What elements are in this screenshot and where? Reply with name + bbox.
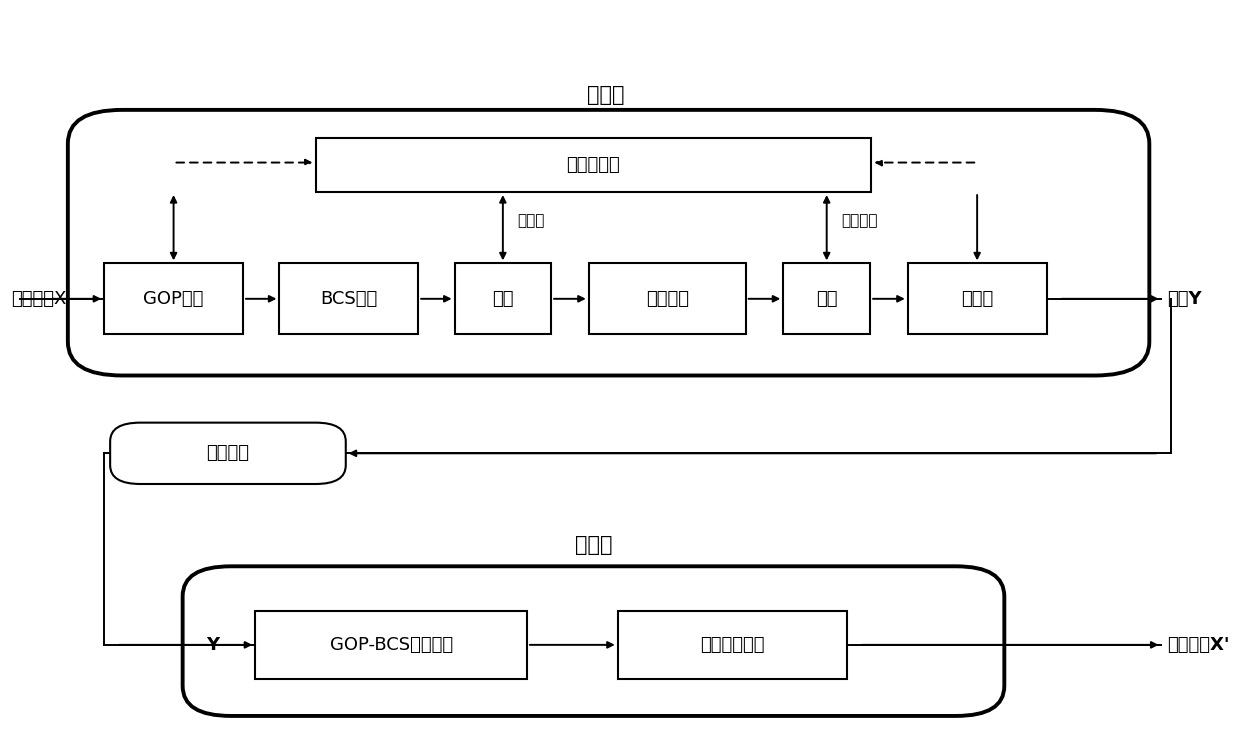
Text: 码流Y: 码流Y — [1167, 290, 1202, 308]
Bar — [279, 264, 418, 334]
Text: 量化: 量化 — [816, 290, 837, 308]
Bar — [908, 264, 1047, 334]
Bar — [618, 611, 847, 679]
FancyBboxPatch shape — [182, 566, 1004, 716]
Text: 残差预测重构: 残差预测重构 — [701, 636, 765, 654]
FancyBboxPatch shape — [68, 110, 1149, 376]
Text: GOP-BCS架构分析: GOP-BCS架构分析 — [330, 636, 453, 654]
Bar — [455, 264, 552, 334]
Bar — [784, 264, 870, 334]
Text: 原始视频X: 原始视频X — [11, 290, 67, 308]
Text: 测量端: 测量端 — [587, 85, 624, 105]
Text: BCS分块: BCS分块 — [320, 290, 377, 308]
Text: 投影: 投影 — [492, 290, 513, 308]
Text: GOP分帧: GOP分帧 — [144, 290, 203, 308]
Text: 效能控制器: 效能控制器 — [567, 156, 620, 174]
Text: 量化深度: 量化深度 — [841, 213, 878, 228]
Text: Y: Y — [206, 636, 219, 654]
Text: 重建端: 重建端 — [574, 535, 613, 555]
Text: 传输信道: 传输信道 — [206, 445, 249, 463]
Bar — [315, 138, 872, 192]
Text: 熵编码: 熵编码 — [961, 290, 993, 308]
Text: 重构视频X': 重构视频X' — [1167, 636, 1230, 654]
Bar — [589, 264, 745, 334]
Text: 采样率: 采样率 — [517, 213, 544, 228]
Bar — [104, 264, 243, 334]
Text: 预测编码: 预测编码 — [646, 290, 688, 308]
Bar — [255, 611, 527, 679]
FancyBboxPatch shape — [110, 423, 346, 484]
